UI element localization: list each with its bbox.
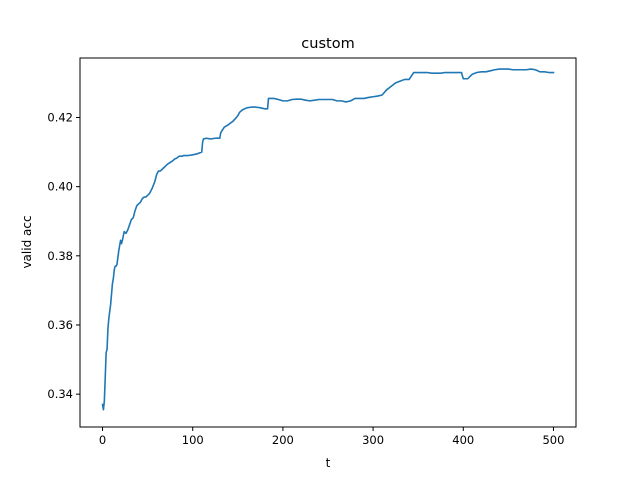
y-tick-label: 0.36 bbox=[47, 318, 73, 332]
x-tick-label: 0 bbox=[99, 433, 106, 447]
axes-frame bbox=[79, 57, 577, 428]
plot-area bbox=[101, 68, 555, 411]
y-axis: 0.34 0.36 0.38 0.40 0.42 bbox=[47, 110, 80, 401]
x-tick-label: 500 bbox=[542, 433, 564, 447]
series-line-0 bbox=[101, 68, 555, 411]
x-tick-label: 400 bbox=[452, 433, 474, 447]
y-axis-label: valid acc bbox=[20, 215, 34, 268]
x-tick-label: 200 bbox=[272, 433, 294, 447]
y-tick-label: 0.38 bbox=[47, 249, 73, 263]
y-tick-label: 0.40 bbox=[47, 180, 73, 194]
y-tick-label: 0.42 bbox=[47, 110, 73, 124]
x-tick-label: 100 bbox=[182, 433, 204, 447]
y-tick-label: 0.34 bbox=[47, 387, 73, 401]
chart-title: custom bbox=[301, 36, 354, 52]
x-tick-label: 300 bbox=[362, 433, 384, 447]
x-axis-label: t bbox=[326, 456, 331, 470]
x-axis: 0 100 200 300 400 500 bbox=[99, 427, 564, 447]
